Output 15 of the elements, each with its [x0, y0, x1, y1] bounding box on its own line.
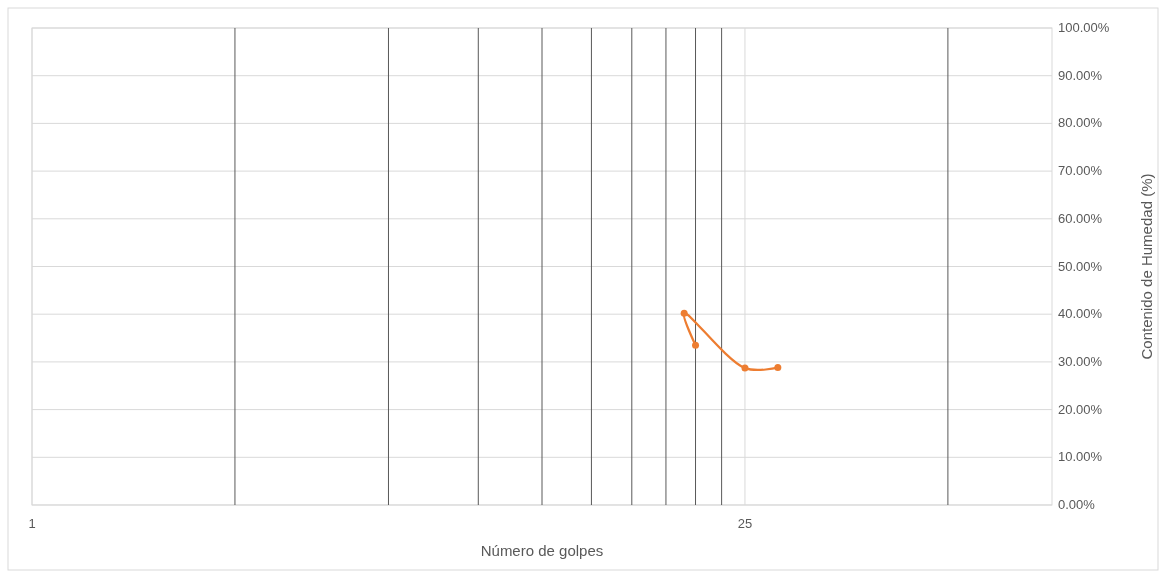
y-tick-label: 50.00% — [1058, 258, 1103, 274]
y-tick-label: 100.00% — [1058, 20, 1110, 35]
y-tick-label: 40.00% — [1058, 306, 1103, 322]
x-axis-title: Número de golpes — [480, 542, 604, 559]
y-tick-label: 90.00% — [1058, 67, 1103, 83]
y-tick-label: 80.00% — [1058, 115, 1103, 131]
x-tick-label: 25 — [737, 516, 753, 531]
y-tick-label: 30.00% — [1058, 353, 1103, 369]
y-tick-label: 60.00% — [1058, 210, 1103, 226]
y-tick-label: 10.00% — [1058, 449, 1103, 465]
y-tick-label: 20.00% — [1058, 401, 1103, 417]
y-tick-label: 70.00% — [1058, 163, 1103, 179]
x-tick-label: 1 — [28, 516, 36, 531]
y-axis-title: Contenido de Humedad (%) — [1138, 173, 1155, 360]
y-tick-label: 0.00% — [1058, 497, 1096, 512]
